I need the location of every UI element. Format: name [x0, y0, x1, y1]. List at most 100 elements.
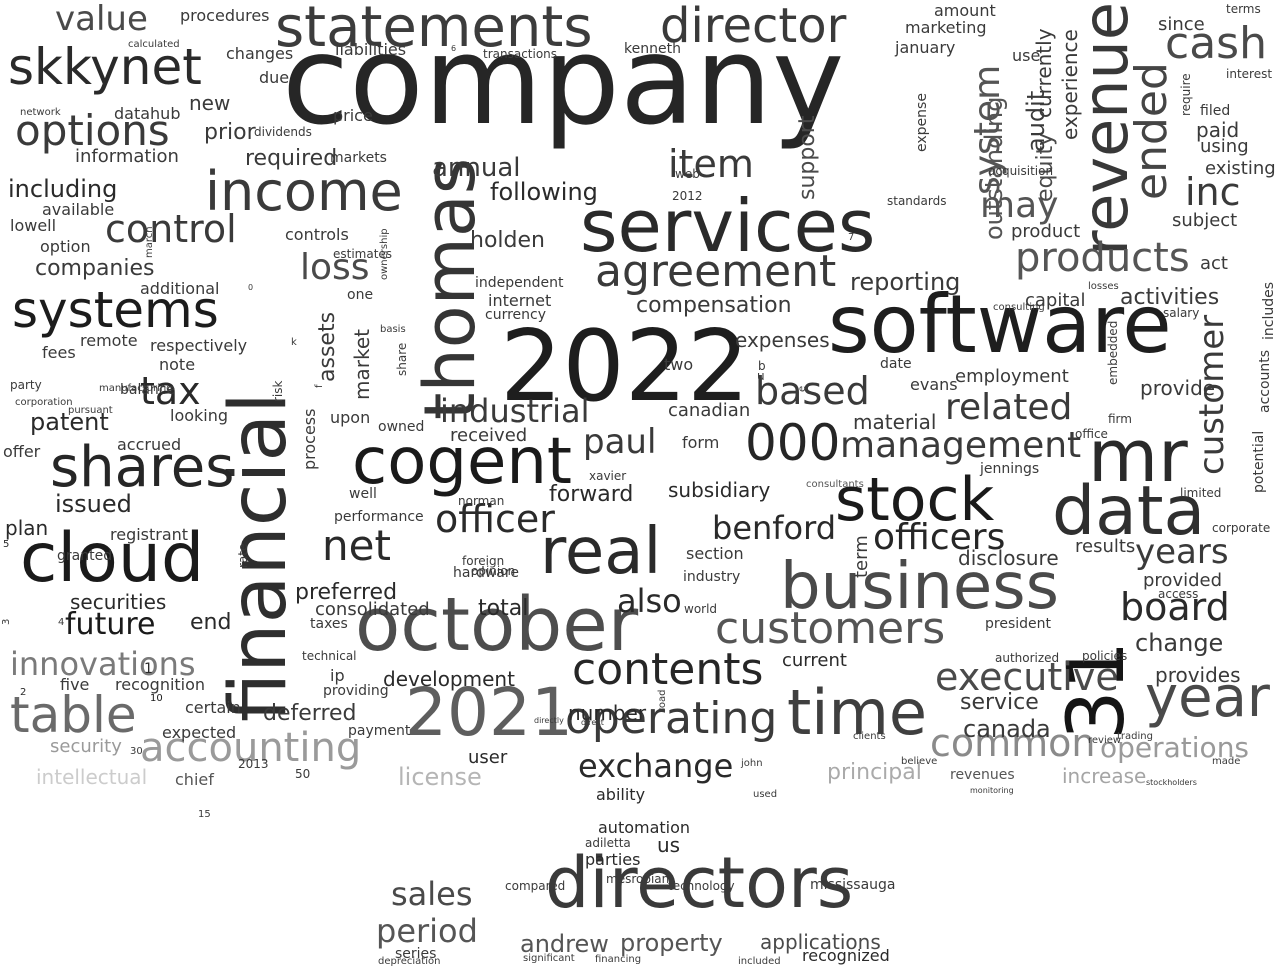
cloud-word-internet: internet — [488, 291, 552, 310]
cloud-word-registrant: registrant — [110, 525, 189, 544]
cloud-word-currently: currently — [1032, 28, 1056, 118]
cloud-word-consulting: consulting — [993, 302, 1045, 313]
cloud-word-securities: securities — [70, 590, 167, 614]
cloud-word-based: based — [755, 369, 870, 413]
cloud-word-property: property — [620, 929, 723, 957]
cloud-word-company: company — [282, 10, 845, 152]
cloud-word-7: 7 — [848, 232, 855, 243]
cloud-word-terms: terms — [1226, 2, 1261, 16]
cloud-word-foreign: foreign — [462, 554, 505, 568]
cloud-word-salary: salary — [1163, 306, 1200, 320]
cloud-word-exchange: exchange — [578, 747, 734, 785]
cloud-word-development: development — [383, 667, 515, 691]
cloud-word-mr: mr — [1088, 414, 1188, 498]
cloud-word-years: years — [1135, 532, 1229, 572]
cloud-word-xavier: xavier — [589, 469, 627, 483]
cloud-word-option: option — [40, 237, 91, 256]
cloud-word-world: world — [684, 602, 718, 616]
cloud-word-also: also — [617, 582, 682, 620]
cloud-word-directly: directly — [534, 716, 564, 725]
cloud-word-paid: paid — [1196, 118, 1240, 142]
cloud-word-balance: balance — [120, 382, 176, 398]
cloud-word-october: october — [355, 582, 639, 668]
cloud-word-term: term — [851, 535, 872, 578]
cloud-word-currency: currency — [485, 307, 546, 323]
cloud-word-received: received — [450, 425, 528, 446]
cloud-word-automation: automation — [598, 818, 691, 837]
cloud-word-provide: provide — [1140, 376, 1216, 400]
cloud-word-real: real — [540, 515, 662, 589]
cloud-word-stock: stock — [835, 465, 995, 535]
cloud-word-office: office — [1075, 427, 1108, 441]
cloud-word-item: item — [668, 142, 754, 186]
cloud-word-evans: evans — [910, 375, 958, 394]
cloud-word-service: service — [960, 690, 1039, 715]
cloud-word-price: price — [333, 106, 373, 125]
cloud-word-president: president — [985, 616, 1051, 632]
cloud-word-forward: forward — [549, 482, 634, 507]
cloud-word-made: made — [1212, 756, 1241, 767]
cloud-word-shares: shares — [50, 435, 235, 500]
cloud-word-potential: potential — [1251, 430, 1267, 493]
cloud-word-act: act — [1200, 253, 1228, 274]
cloud-word-2022: 2022 — [500, 310, 750, 424]
cloud-word-security: security — [50, 736, 122, 757]
cloud-word-deferred: deferred — [263, 701, 357, 726]
cloud-word-innovations: innovations — [10, 645, 196, 683]
cloud-word-markets: markets — [330, 150, 387, 166]
cloud-word-mississauga: mississauga — [810, 877, 896, 893]
cloud-word-services: services — [580, 184, 876, 268]
cloud-word-note: note — [159, 355, 196, 374]
cloud-word-offer: offer — [3, 442, 41, 461]
cloud-word-remote: remote — [80, 331, 138, 350]
cloud-word-2: 2 — [20, 687, 27, 698]
cloud-word-annual: annual — [432, 153, 521, 183]
cloud-word-time: time — [787, 676, 928, 749]
cloud-word-adiletta: adiletta — [585, 836, 631, 850]
cloud-word-experience: experience — [1058, 29, 1082, 140]
cloud-word-limited: limited — [1180, 486, 1222, 500]
cloud-word-information: information — [75, 146, 179, 167]
cloud-word-date: date — [880, 356, 912, 372]
cloud-word-technology: technology — [668, 879, 735, 893]
cloud-word-stockholders: stockholders — [1146, 778, 1197, 787]
cloud-word-industrial: industrial — [440, 392, 590, 430]
cloud-word-0: 0 — [248, 283, 254, 292]
cloud-word-standards: standards — [887, 194, 947, 208]
cloud-word-table: table — [10, 686, 137, 744]
cloud-word-manufacturing: manufacturing — [99, 383, 173, 394]
cloud-word-cogent: cogent — [352, 425, 572, 499]
cloud-word-granted: granted — [57, 548, 113, 564]
cloud-word-results: results — [1075, 536, 1136, 557]
cloud-word-directors: directors — [545, 842, 854, 924]
cloud-word-corporation: corporation — [15, 397, 73, 408]
cloud-word-financing: financing — [595, 954, 642, 965]
cloud-word-contents: contents — [572, 644, 764, 695]
cloud-word-b: b — [758, 359, 766, 373]
cloud-word-january: january — [895, 38, 956, 57]
cloud-word-increase: increase — [1062, 764, 1147, 788]
cloud-word-officers: officers — [873, 517, 1006, 558]
cloud-word-marketing: marketing — [905, 18, 987, 37]
cloud-word-capital: capital — [1025, 290, 1086, 311]
cloud-word-using: using — [1200, 136, 1249, 157]
cloud-word-authorized: authorized — [995, 651, 1060, 665]
cloud-word-kenneth: kenneth — [624, 41, 681, 57]
cloud-word-risk: risk — [271, 380, 285, 402]
cloud-word-support: support — [795, 115, 820, 200]
cloud-word-subsidiary: subsidiary — [668, 478, 771, 502]
cloud-word-options: options — [15, 106, 170, 155]
cloud-word-inc: inc — [1185, 170, 1241, 214]
cloud-word-income: income — [205, 160, 403, 223]
cloud-word-compensation: compensation — [636, 293, 792, 318]
cloud-word-loss: loss — [300, 247, 370, 288]
cloud-word-sales: sales — [391, 875, 473, 913]
cloud-word-policies: policies — [1082, 649, 1128, 663]
cloud-word-4: 4 — [58, 617, 65, 628]
cloud-word-network: network — [20, 107, 61, 118]
cloud-word-industry: industry — [683, 569, 741, 585]
cloud-word-ownership: ownership — [379, 228, 390, 280]
cloud-word-since: since — [1158, 14, 1205, 35]
cloud-word-50: 50 — [295, 767, 311, 781]
cloud-word-including: including — [8, 175, 118, 203]
